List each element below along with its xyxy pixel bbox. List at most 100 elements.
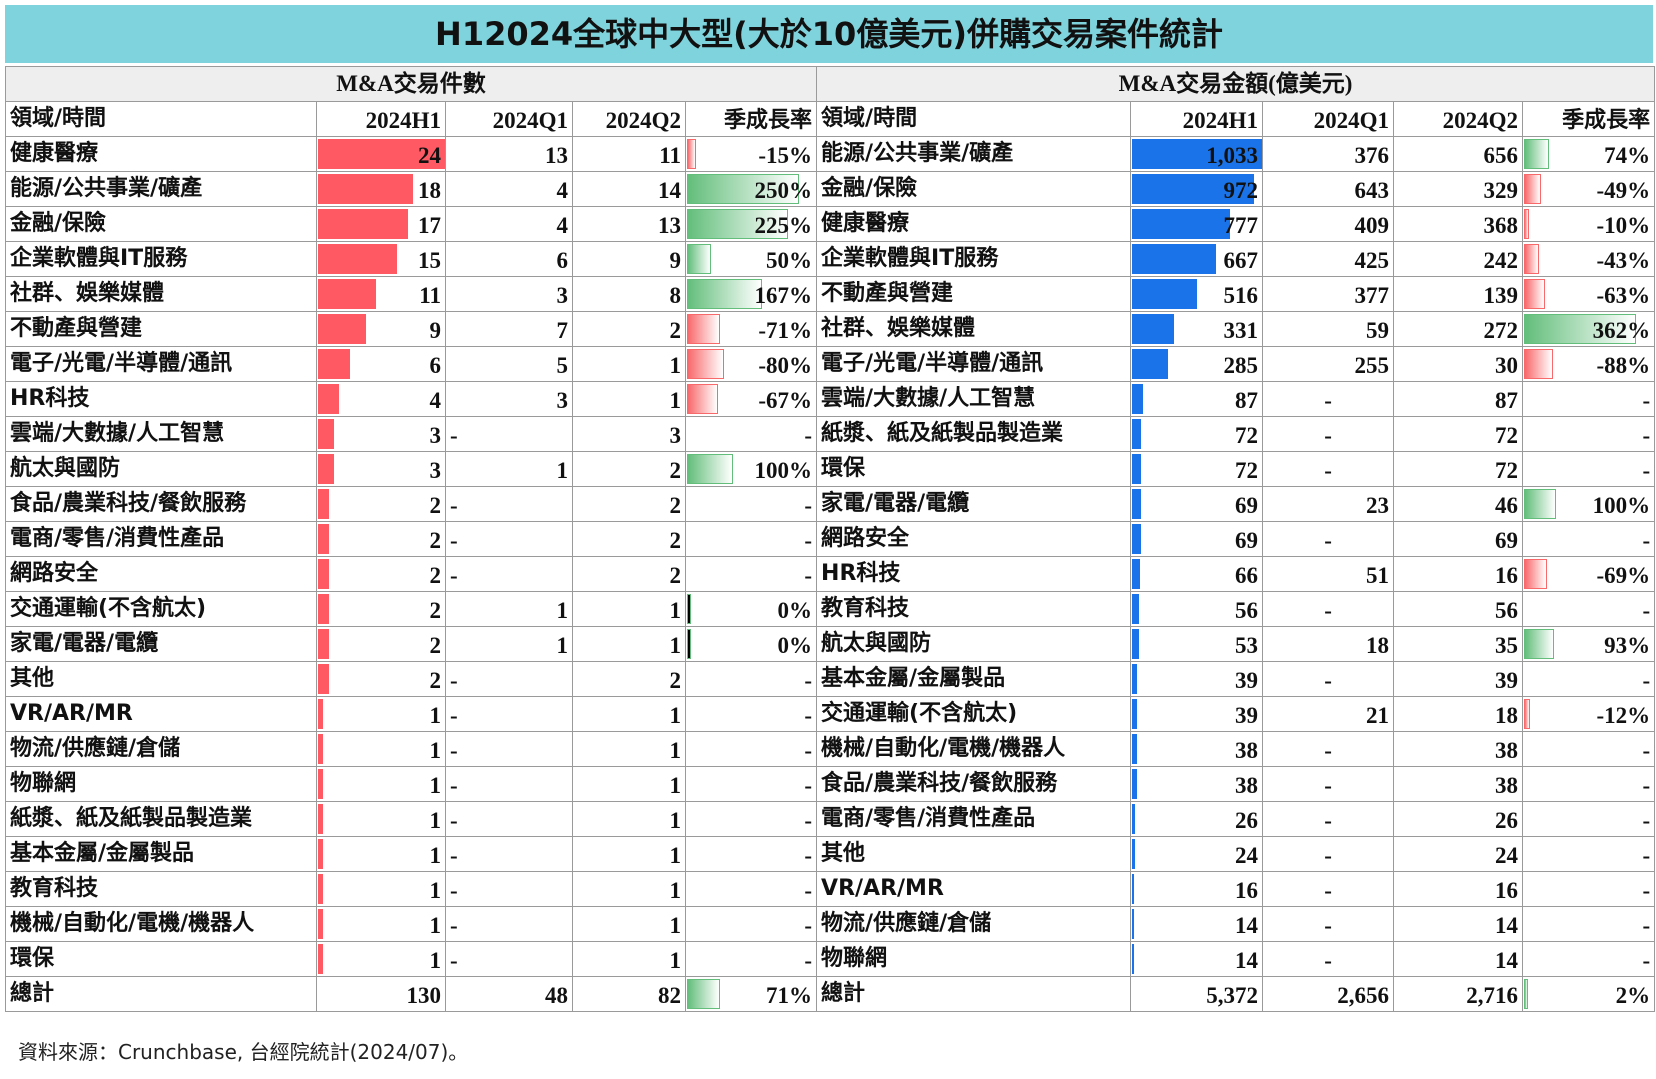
cell-text: - bbox=[1642, 598, 1651, 623]
cell: 11 bbox=[316, 276, 446, 312]
row-label: 企業軟體與IT服務 bbox=[5, 241, 317, 277]
cell: 3 bbox=[316, 451, 446, 487]
row-label: 交通運輸(不含航太) bbox=[816, 696, 1132, 732]
row-label-text: 其他 bbox=[10, 666, 55, 691]
cell-text: -12% bbox=[1596, 703, 1651, 728]
column-header-text: 2024Q2 bbox=[605, 108, 681, 133]
cell: 21 bbox=[1262, 696, 1395, 732]
row-label-text: 教育科技 bbox=[821, 596, 910, 621]
cell-text: - bbox=[1324, 913, 1332, 938]
row-label: 機械/自動化/電機/機器人 bbox=[5, 906, 317, 942]
row-label-text: 雲端/大數據/人工智慧 bbox=[10, 421, 225, 446]
cell-text: - bbox=[804, 423, 813, 448]
cell-text: - bbox=[450, 913, 458, 938]
cell: 2 bbox=[316, 486, 446, 522]
row-label: 電子/光電/半導體/通訊 bbox=[5, 346, 317, 382]
cell-text: 69 bbox=[1235, 528, 1259, 553]
row-label: 其他 bbox=[816, 836, 1132, 872]
cell-text: 7 bbox=[556, 318, 569, 343]
cell-text: - bbox=[804, 528, 813, 553]
data-bar bbox=[318, 454, 334, 484]
data-row: 網路安全 2-2- HR科技 66 51 16 -69% bbox=[5, 556, 1656, 592]
row-label-text: 家電/電器/電纜 bbox=[821, 491, 970, 516]
row-label-text: 健康醫療 bbox=[10, 141, 99, 166]
row-label: 食品/農業科技/餐飲服務 bbox=[816, 766, 1132, 802]
cell: 24 bbox=[1393, 836, 1524, 872]
cell-text: 2 bbox=[429, 493, 442, 518]
cell-text: 39 bbox=[1235, 668, 1259, 693]
row-label-text: 食品/農業科技/餐飲服務 bbox=[821, 771, 1058, 796]
cell-text: - bbox=[450, 668, 458, 693]
cell: - bbox=[1522, 941, 1656, 977]
cell-text: 643 bbox=[1354, 178, 1390, 203]
cell-text: 5,372 bbox=[1206, 983, 1259, 1008]
column-header: 領域/時間 bbox=[5, 101, 317, 137]
cell: 39 bbox=[1130, 661, 1264, 697]
cell-text: 130 bbox=[406, 983, 442, 1008]
cell-text: -15% bbox=[758, 143, 813, 168]
cell-text: 13 bbox=[658, 213, 681, 238]
data-bar bbox=[318, 839, 324, 869]
row-label-text: 環保 bbox=[10, 946, 55, 971]
cell-text: - bbox=[1324, 948, 1332, 973]
cell: 4 bbox=[445, 206, 573, 242]
row-label-text: 教育科技 bbox=[10, 876, 99, 901]
row-label-text: 網路安全 bbox=[10, 561, 99, 586]
cell: 14 bbox=[1130, 906, 1264, 942]
row-label: 不動產與營建 bbox=[5, 311, 317, 347]
cell: - bbox=[1522, 381, 1656, 417]
cell-text: - bbox=[450, 563, 458, 588]
cell: 1 bbox=[572, 626, 686, 662]
cell-text: -10% bbox=[1596, 213, 1651, 238]
cell: 2 bbox=[316, 556, 446, 592]
row-label-text: HR科技 bbox=[821, 561, 901, 586]
row-label-text: 企業軟體與IT服務 bbox=[821, 246, 999, 271]
cell-text: -67% bbox=[758, 388, 813, 413]
cell-text: 15 bbox=[418, 248, 441, 273]
cell-text: 656 bbox=[1483, 143, 1519, 168]
cell-text: 72 bbox=[1495, 458, 1519, 483]
cell-text: 3 bbox=[429, 423, 442, 448]
column-header: 領域/時間 bbox=[816, 101, 1132, 137]
row-label: 物流/供應鏈/倉儲 bbox=[5, 731, 317, 767]
cell: 71% bbox=[684, 976, 818, 1012]
cell-text: 69 bbox=[1235, 493, 1259, 518]
cell-text: - bbox=[804, 493, 813, 518]
cell-text: 2 bbox=[429, 563, 442, 588]
cell-text: - bbox=[804, 668, 813, 693]
cell: -12% bbox=[1522, 696, 1656, 732]
cell-text: 93% bbox=[1604, 633, 1651, 658]
column-header-text: 2024H1 bbox=[365, 108, 441, 133]
cell: - bbox=[684, 556, 818, 592]
cell-text: 242 bbox=[1483, 248, 1519, 273]
cell-text: 250% bbox=[754, 178, 813, 203]
cell: 26 bbox=[1130, 801, 1264, 837]
cell: 23 bbox=[1262, 486, 1395, 522]
row-label: 其他 bbox=[5, 661, 317, 697]
data-bar bbox=[1132, 244, 1216, 274]
cell-text: 74% bbox=[1604, 143, 1651, 168]
cell-text: - bbox=[1642, 528, 1651, 553]
column-header-text: 領域/時間 bbox=[821, 106, 918, 131]
cell-text: 2,656 bbox=[1337, 983, 1390, 1008]
data-bar bbox=[318, 594, 329, 624]
cell: 48 bbox=[445, 976, 573, 1012]
row-label: 紙漿、紙及紙製品製造業 bbox=[5, 801, 317, 837]
cell-text: 48 bbox=[545, 983, 568, 1008]
cell-text: 1 bbox=[429, 808, 442, 833]
cell: 16 bbox=[1130, 871, 1264, 907]
cell: - bbox=[445, 416, 573, 452]
row-label: 電商/零售/消費性產品 bbox=[5, 521, 317, 557]
cell: 74% bbox=[1522, 136, 1656, 172]
cell: 14 bbox=[1130, 941, 1264, 977]
cell-text: 425 bbox=[1354, 248, 1390, 273]
data-row: 企業軟體與IT服務 15 6 9 50% 企業軟體與IT服務 667 425 242 -43% bbox=[5, 241, 1656, 277]
cell: 5,372 bbox=[1130, 976, 1264, 1012]
data-bar bbox=[318, 384, 340, 414]
cell: - bbox=[684, 906, 818, 942]
cell-text: 72 bbox=[1235, 423, 1259, 448]
cell-text: - bbox=[804, 913, 813, 938]
data-bar bbox=[687, 349, 725, 379]
cell-text: - bbox=[1642, 948, 1651, 973]
cell-text: 13 bbox=[545, 143, 568, 168]
